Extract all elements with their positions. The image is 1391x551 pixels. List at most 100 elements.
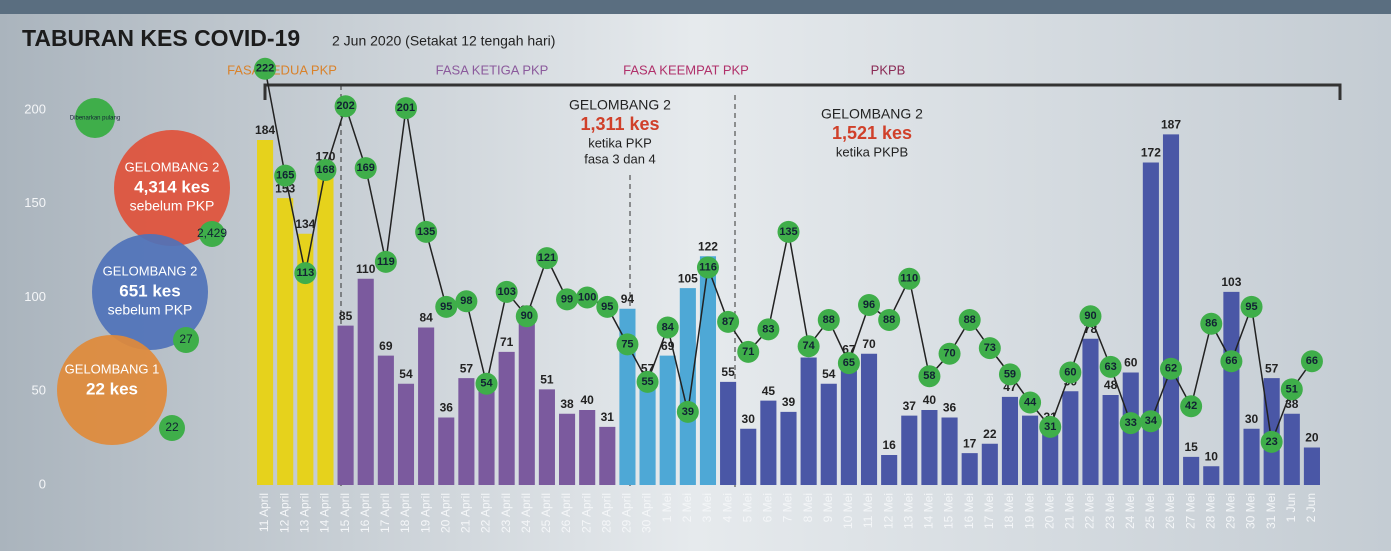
- bar: [1143, 163, 1159, 486]
- point-label: 23: [1266, 436, 1278, 448]
- x-tick-label: 26 April: [559, 493, 573, 533]
- bar-value-label: 122: [698, 239, 718, 253]
- bar: [1062, 391, 1078, 485]
- point-label: 116: [699, 261, 717, 273]
- bar: [358, 279, 374, 485]
- x-tick-label: 17 April: [378, 493, 392, 533]
- bar: [1103, 395, 1119, 485]
- point-label: 113: [296, 267, 314, 279]
- bubble-title: GELOMBANG 2: [125, 159, 220, 174]
- bar: [740, 429, 756, 485]
- bar-value-label: 85: [339, 309, 353, 323]
- x-tick-label: 18 April: [398, 493, 412, 533]
- bar: [338, 326, 354, 485]
- bar: [499, 352, 515, 485]
- x-tick-label: 8 Mei: [801, 493, 815, 522]
- point-label: 55: [641, 376, 653, 388]
- point-label: 88: [823, 314, 835, 326]
- annotation-value: 1,521 kes: [832, 123, 912, 143]
- bar: [861, 354, 877, 485]
- annotation-note: ketika PKPB: [836, 144, 908, 159]
- bar: [1183, 457, 1199, 485]
- x-tick-label: 20 Mei: [1042, 493, 1056, 529]
- y-tick-label: 0: [39, 476, 46, 491]
- point-label: 90: [1084, 310, 1096, 322]
- bubble-recovered: 27: [179, 332, 193, 346]
- x-tick-label: 3 Mei: [700, 493, 714, 522]
- point-label: 63: [1104, 361, 1116, 373]
- point-label: 75: [621, 338, 633, 350]
- phase-label: FASA KEDUA PKP: [227, 62, 337, 77]
- legend-label: Dibenarkan pulang: [70, 116, 120, 122]
- point-label: 103: [497, 286, 515, 298]
- bar: [780, 412, 796, 485]
- bar-value-label: 39: [782, 395, 796, 409]
- x-tick-label: 11 Mei: [861, 493, 875, 528]
- x-tick-label: 27 April: [579, 493, 593, 533]
- point-label: 59: [1004, 368, 1016, 380]
- x-tick-label: 25 April: [539, 493, 553, 533]
- bar-value-label: 54: [399, 367, 413, 381]
- bar: [1304, 448, 1320, 486]
- annotation-value: 1,311 kes: [580, 114, 659, 134]
- point-label: 100: [578, 291, 596, 303]
- bar-value-label: 17: [963, 436, 977, 450]
- y-tick-label: 50: [32, 383, 46, 398]
- x-tick-label: 16 Mei: [962, 493, 976, 529]
- point-label: 87: [722, 316, 734, 328]
- chart: TABURAN KES COVID-19 2 Jun 2020 (Setakat…: [0, 0, 1391, 551]
- bar: [438, 418, 454, 486]
- bar: [921, 410, 937, 485]
- x-tick-label: 13 Mei: [901, 493, 915, 529]
- point-label: 73: [984, 342, 996, 354]
- bubble-title: GELOMBANG 1: [65, 361, 160, 376]
- y-tick-label: 150: [24, 195, 46, 210]
- x-tick-label: 10 Mei: [841, 493, 855, 529]
- bar-value-label: 20: [1305, 431, 1319, 445]
- x-tick-label: 2 Jun: [1304, 493, 1318, 522]
- annotation-title: GELOMBANG 2: [569, 97, 671, 113]
- x-tick-label: 31 Mei: [1264, 493, 1278, 529]
- bar: [1243, 429, 1259, 485]
- annotation-note: fasa 3 dan 4: [584, 151, 656, 166]
- phase-label: FASA KETIGA PKP: [436, 62, 549, 77]
- bar-value-label: 30: [742, 412, 756, 426]
- point-label: 90: [521, 310, 533, 322]
- x-tick-label: 16 April: [358, 493, 372, 533]
- point-label: 165: [276, 170, 294, 182]
- x-tick-label: 9 Mei: [821, 493, 835, 522]
- bar: [942, 418, 958, 486]
- point-label: 86: [1205, 318, 1217, 330]
- point-label: 62: [1165, 363, 1177, 375]
- bar: [1082, 339, 1098, 485]
- bar: [841, 359, 857, 485]
- bar-value-label: 54: [822, 367, 836, 381]
- x-tick-label: 21 Mei: [1063, 493, 1077, 529]
- bar: [378, 356, 394, 485]
- point-label: 65: [843, 357, 855, 369]
- chart-subtitle: 2 Jun 2020 (Setakat 12 tengah hari): [332, 33, 555, 49]
- phase-label: FASA KEEMPAT PKP: [623, 62, 749, 77]
- bar: [640, 378, 656, 485]
- bar: [901, 416, 917, 485]
- bar-value-label: 71: [500, 335, 514, 349]
- bar-value-label: 40: [580, 393, 594, 407]
- point-label: 83: [762, 323, 774, 335]
- bar: [1203, 466, 1219, 485]
- x-tick-label: 15 April: [338, 493, 352, 533]
- bar: [881, 455, 897, 485]
- annotation-title: GELOMBANG 2: [821, 106, 923, 122]
- x-tick-label: 29 Mei: [1224, 493, 1238, 529]
- x-tick-label: 13 April: [298, 493, 312, 533]
- bar-value-label: 57: [460, 361, 474, 375]
- x-tick-label: 19 April: [418, 493, 432, 533]
- bar-value-label: 36: [440, 401, 454, 415]
- bar: [700, 256, 716, 485]
- point-label: 58: [923, 370, 935, 382]
- point-label: 95: [1245, 301, 1257, 313]
- point-label: 88: [964, 314, 976, 326]
- bar: [1163, 134, 1179, 485]
- point-label: 66: [1225, 355, 1237, 367]
- x-tick-label: 14 Mei: [922, 493, 936, 529]
- bar: [539, 389, 555, 485]
